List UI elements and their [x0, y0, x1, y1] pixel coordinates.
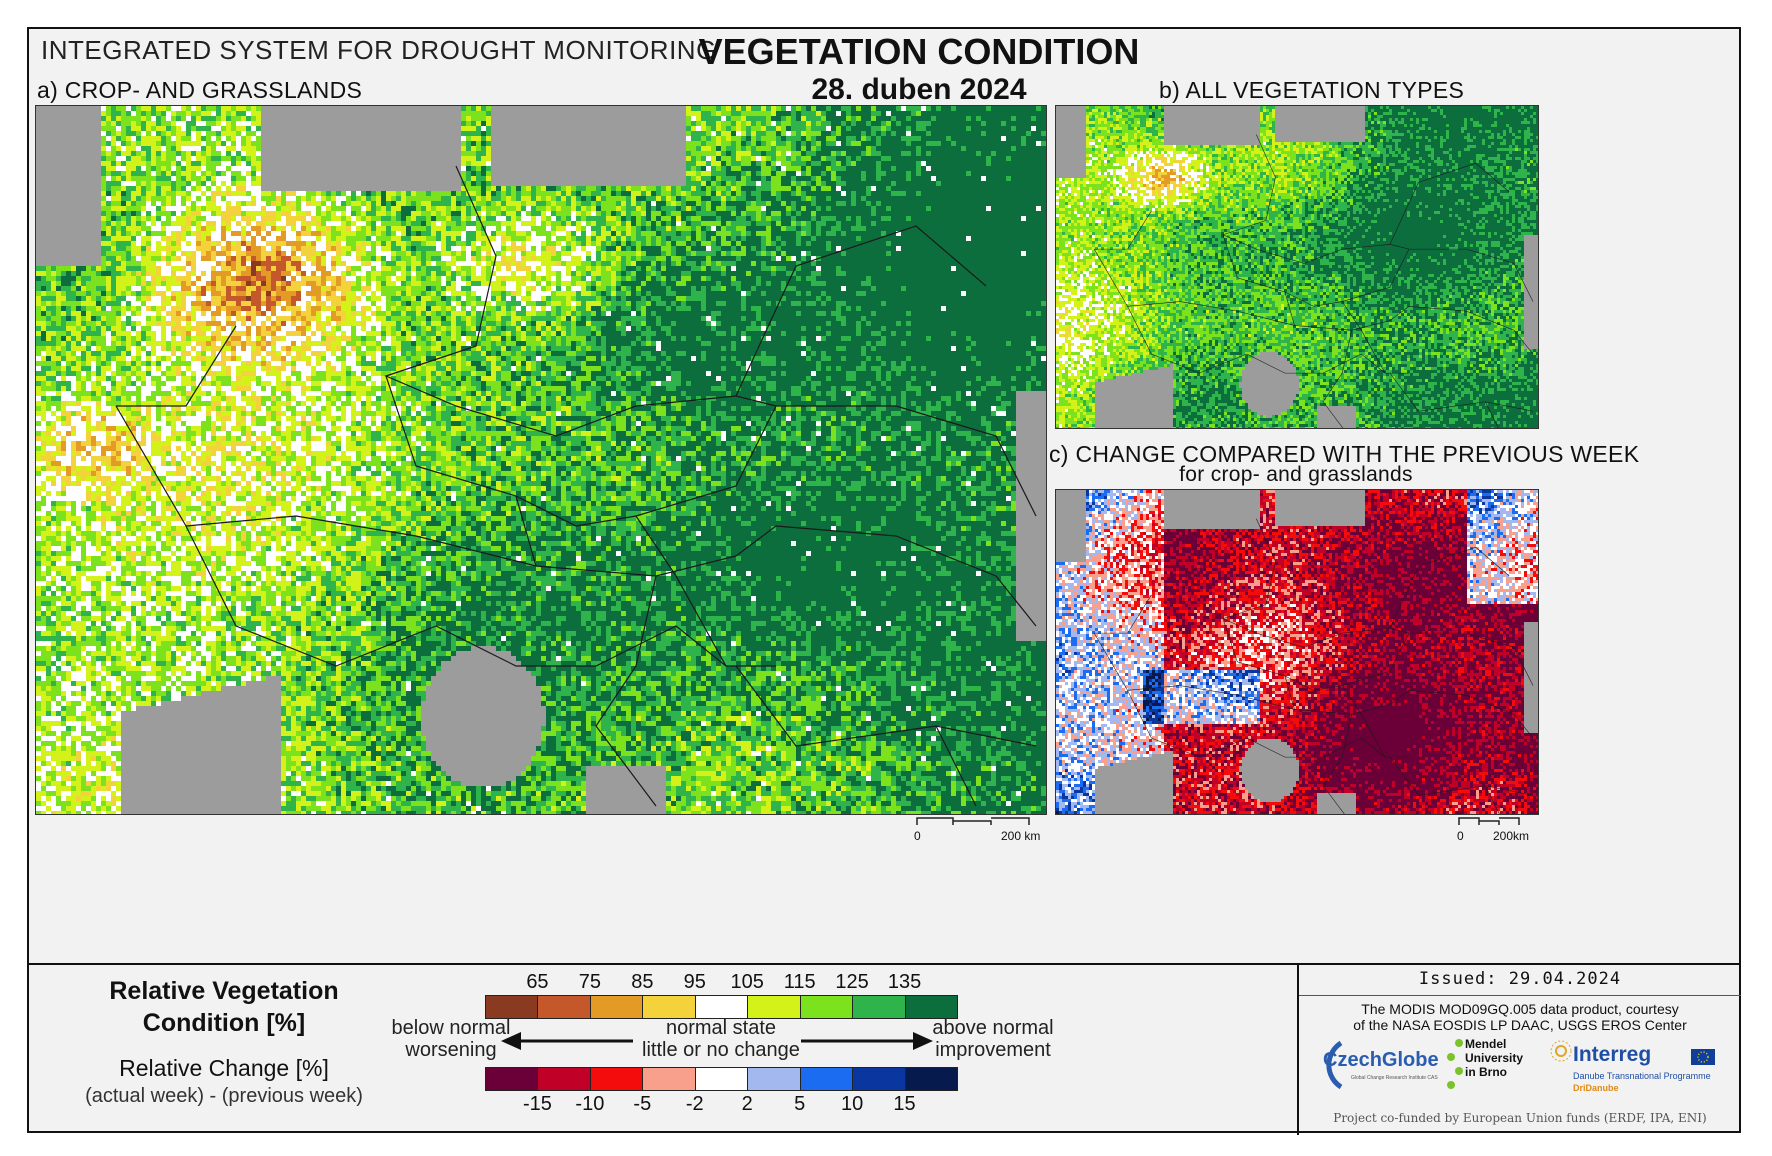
map-date: 28. duben 2024: [629, 73, 1209, 107]
mendel-text-1: Mendel: [1465, 1037, 1506, 1051]
rvc-swatch: [537, 995, 590, 1019]
issued-date: Issued: 29.04.2024: [1299, 969, 1741, 989]
rvc-swatch: [800, 995, 853, 1019]
mendel-text-3: in Brno: [1465, 1065, 1507, 1079]
figure-frame: INTEGRATED SYSTEM FOR DROUGHT MONITORING…: [27, 27, 1741, 1133]
scalebar-icon: [913, 815, 1053, 829]
mendel-text-2: University: [1465, 1051, 1523, 1065]
rc-title: Relative Change [%]: [59, 1055, 389, 1082]
mendel-dots-icon: [1443, 1037, 1467, 1097]
legend-tick-label: -2: [673, 1093, 717, 1116]
legend-tick-label: -15: [515, 1093, 559, 1116]
above-line2: improvement: [925, 1039, 1061, 1062]
right-arrow-icon: [799, 1029, 935, 1053]
mendel-logo: Mendel University in Brno: [1443, 1037, 1547, 1099]
interreg-logo: Interreg Danube Transnational Programme …: [1549, 1037, 1737, 1099]
rvc-swatch: [590, 995, 643, 1019]
credit-line2: of the NASA EOSDIS LP DAAC, USGS EROS Ce…: [1299, 1017, 1741, 1033]
normal-line2: little or no change: [615, 1039, 827, 1062]
eu-flag-icon: [1691, 1049, 1715, 1065]
rvc-colorbar: [485, 995, 957, 1019]
legend-tick-label: 135: [883, 971, 927, 994]
legend-tick-label: -5: [620, 1093, 664, 1116]
legend-tick-label: -10: [568, 1093, 612, 1116]
rc-swatch: [852, 1067, 905, 1091]
czechglobe-logo: CzechGlobe Global Change Research Instit…: [1307, 1037, 1457, 1093]
interreg-sub1: Danube Transnational Programme: [1573, 1071, 1711, 1081]
rc-swatch: [800, 1067, 853, 1091]
funding-text: Project co-funded by European Union fund…: [1299, 1111, 1741, 1125]
all-vegetation-condition-raster: [1056, 106, 1538, 428]
weekly-change-raster: [1056, 490, 1538, 814]
credits-box: Issued: 29.04.2024 The MODIS MOD09GQ.005…: [1297, 965, 1741, 1135]
panel-a-scalebar: 0 200 km: [913, 815, 1053, 845]
legend-section: Relative Vegetation Condition [%] Relati…: [29, 963, 1739, 1135]
legend-tick-label: 5: [778, 1093, 822, 1116]
panel-a-label: a) CROP- AND GRASSLANDS: [37, 77, 362, 104]
czechglobe-text: CzechGlobe: [1323, 1049, 1439, 1072]
interreg-text: Interreg: [1573, 1043, 1651, 1067]
above-line1: above normal: [925, 1017, 1061, 1040]
credits-divider: [1299, 995, 1741, 996]
system-name: INTEGRATED SYSTEM FOR DROUGHT MONITORING: [41, 35, 717, 66]
legend-tick-label: 65: [515, 971, 559, 994]
legend-tick-label: 2: [725, 1093, 769, 1116]
scale-end: 200 km: [1001, 829, 1040, 843]
map-title: VEGETATION CONDITION: [629, 31, 1209, 73]
crop-grassland-condition-raster: [36, 106, 1046, 814]
czechglobe-subtext: Global Change Research Institute CAS: [1351, 1075, 1438, 1081]
panel-c-scalebar: 0 200km: [1453, 815, 1543, 845]
rvc-swatch: [852, 995, 905, 1019]
interreg-sun-icon: [1549, 1039, 1573, 1063]
interreg-sub2: DriDanube: [1573, 1083, 1619, 1093]
rvc-swatch: [695, 995, 748, 1019]
panel-c-map: [1055, 489, 1539, 815]
left-arrow-icon: [499, 1029, 639, 1053]
legend-tick-label: 85: [620, 971, 664, 994]
legend-tick-label: 15: [883, 1093, 927, 1116]
rc-colorbar: [485, 1067, 957, 1091]
normal-line1: normal state: [615, 1017, 827, 1040]
rvc-swatch: [905, 995, 958, 1019]
rc-swatch: [485, 1067, 538, 1091]
legend-tick-label: 125: [830, 971, 874, 994]
rc-swatch: [537, 1067, 590, 1091]
panel-c-sublabel: for crop- and grasslands: [1055, 463, 1537, 487]
scale-end: 200km: [1493, 829, 1529, 843]
rvc-title-line2: Condition [%]: [59, 1009, 389, 1038]
rc-swatch: [642, 1067, 695, 1091]
rc-subtitle: (actual week) - (previous week): [59, 1085, 389, 1108]
panel-b-label: b) ALL VEGETATION TYPES: [1159, 77, 1464, 104]
rc-swatch: [905, 1067, 958, 1091]
panel-b-map: [1055, 105, 1539, 429]
rvc-ticks: 65 75 85 95 105 115 125 135: [485, 971, 957, 995]
rc-swatch: [695, 1067, 748, 1091]
legend-tick-label: 105: [725, 971, 769, 994]
rc-ticks: -15 -10 -5 -2 2 5 10 15: [485, 1093, 957, 1117]
scale-zero: 0: [914, 829, 921, 843]
panel-a-map: [35, 105, 1047, 815]
rvc-title-line1: Relative Vegetation: [59, 977, 389, 1006]
legend-tick-label: 75: [568, 971, 612, 994]
rvc-swatch: [642, 995, 695, 1019]
rvc-swatch: [747, 995, 800, 1019]
legend-tick-label: 10: [830, 1093, 874, 1116]
scalebar-icon: [1453, 815, 1543, 829]
legend-tick-label: 95: [673, 971, 717, 994]
rvc-swatch: [485, 995, 538, 1019]
legend-tick-label: 115: [778, 971, 822, 994]
rc-swatch: [590, 1067, 643, 1091]
credit-line1: The MODIS MOD09GQ.005 data product, cour…: [1299, 1001, 1741, 1017]
rc-swatch: [747, 1067, 800, 1091]
scale-zero: 0: [1457, 829, 1464, 843]
